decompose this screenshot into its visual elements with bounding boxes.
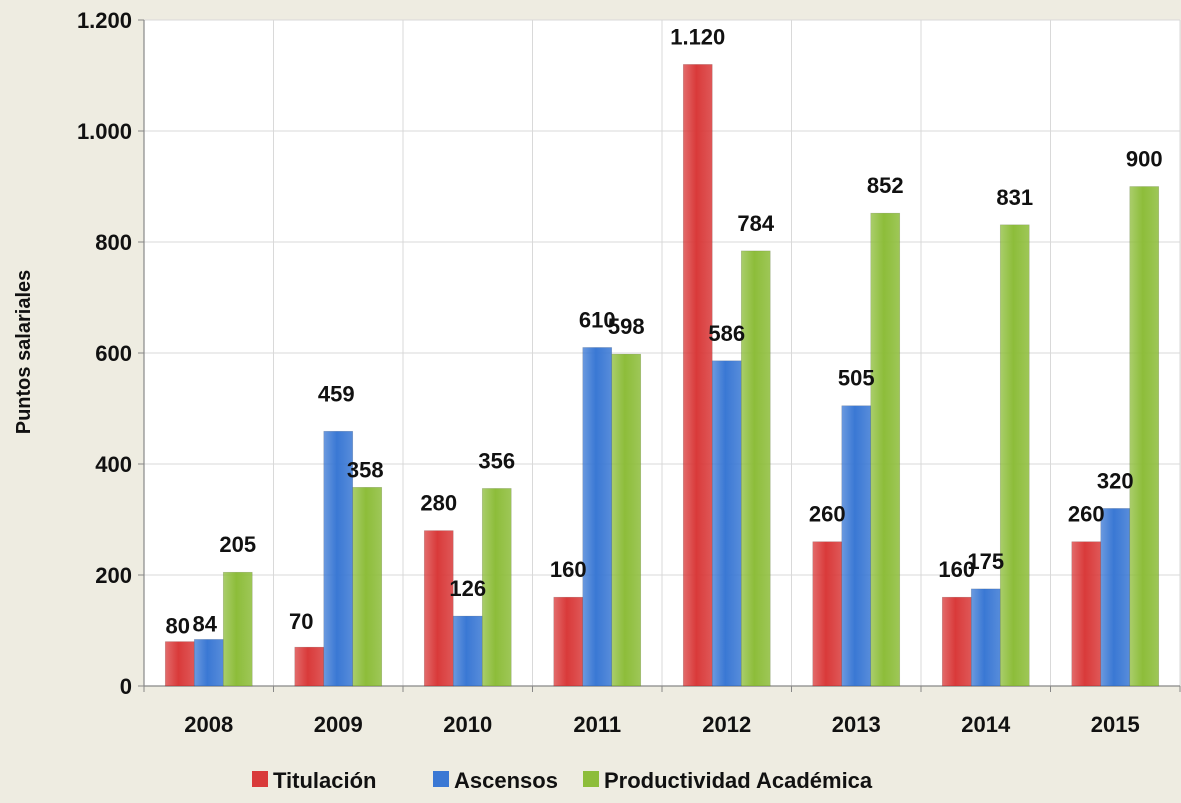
y-tick-label: 1.000 <box>77 119 132 144</box>
axes: 0 200 400 600 800 1.000 1.200 2008 2009 2010 2011 2… <box>77 8 1181 737</box>
data-label: 84 <box>193 611 218 636</box>
y-tick-label: 800 <box>95 230 132 255</box>
data-label: 610 <box>579 307 616 332</box>
bar-titulaci-n-2012 <box>682 64 713 687</box>
x-tick-label: 2014 <box>961 712 1011 737</box>
bar-titulaci-n-2010 <box>423 530 454 687</box>
data-label: 160 <box>938 557 975 582</box>
bar-ascensos-2008 <box>193 639 224 687</box>
legend-label: Productividad Académica <box>604 768 873 793</box>
data-label: 358 <box>347 457 384 482</box>
data-label: 459 <box>318 381 355 406</box>
bar-productividad-acad-mica-2008 <box>222 571 253 687</box>
data-label: 784 <box>737 211 774 236</box>
bar-titulaci-n-2008 <box>164 641 195 687</box>
bar-titulaci-n-2011 <box>553 596 584 687</box>
bar-ascensos-2010 <box>452 615 483 687</box>
data-label: 900 <box>1126 147 1163 172</box>
legend-swatch <box>252 771 268 787</box>
data-label: 175 <box>967 549 1004 574</box>
legend-swatch <box>433 771 449 787</box>
data-label: 80 <box>166 614 190 639</box>
bar-productividad-acad-mica-2009 <box>352 487 383 687</box>
bar-productividad-acad-mica-2011 <box>611 353 642 687</box>
x-tick-label: 2011 <box>573 712 621 737</box>
bar-titulaci-n-2013 <box>812 541 843 687</box>
data-labels: 80 70 280 160 1.120 260 160 260 84 459 126 610 586 50… <box>166 24 1163 638</box>
data-label: 205 <box>219 532 256 557</box>
bar-productividad-acad-mica-2013 <box>870 212 901 687</box>
bar-productividad-acad-mica-2012 <box>740 250 771 687</box>
y-tick-label: 0 <box>120 674 132 699</box>
bar-ascensos-2015 <box>1100 508 1131 687</box>
data-label: 260 <box>1068 502 1105 527</box>
data-label: 1.120 <box>670 24 725 49</box>
bar-productividad-acad-mica-2010 <box>481 488 512 687</box>
data-label: 320 <box>1097 468 1134 493</box>
bar-ascensos-2013 <box>841 405 872 687</box>
bars <box>164 64 1160 687</box>
data-label: 852 <box>867 173 904 198</box>
data-label: 598 <box>608 314 645 339</box>
x-tick-label: 2015 <box>1091 712 1140 737</box>
legend-label: Ascensos <box>454 768 558 793</box>
x-tick-label: 2008 <box>184 712 233 737</box>
bar-productividad-acad-mica-2014 <box>999 224 1030 687</box>
bar-ascensos-2012 <box>711 360 742 687</box>
y-tick-label: 400 <box>95 452 132 477</box>
x-tick-label: 2009 <box>314 712 363 737</box>
bar-ascensos-2011 <box>582 347 613 687</box>
bar-ascensos-2014 <box>970 588 1001 687</box>
data-label: 831 <box>996 185 1033 210</box>
legend: Titulación Ascensos Productividad Académic… <box>252 768 873 793</box>
y-tick-label: 600 <box>95 341 132 366</box>
y-tick-label: 1.200 <box>77 8 132 33</box>
bar-titulaci-n-2015 <box>1071 541 1102 687</box>
data-label: 505 <box>838 366 875 391</box>
bar-ascensos-2009 <box>323 430 354 687</box>
x-tick-label: 2010 <box>443 712 492 737</box>
data-label: 70 <box>289 609 313 634</box>
data-label: 356 <box>478 448 515 473</box>
data-label: 260 <box>809 502 846 527</box>
x-tick-label: 2012 <box>702 712 751 737</box>
data-label: 126 <box>449 576 486 601</box>
x-tick-label: 2013 <box>832 712 881 737</box>
y-axis-title: Puntos salariales <box>13 270 35 435</box>
bar-titulaci-n-2014 <box>941 596 972 687</box>
legend-swatch <box>583 771 599 787</box>
legend-label: Titulación <box>273 768 377 793</box>
bar-productividad-acad-mica-2015 <box>1129 186 1160 687</box>
bar-titulaci-n-2009 <box>294 646 325 687</box>
y-tick-label: 200 <box>95 563 132 588</box>
data-label: 160 <box>550 557 587 582</box>
data-label: 280 <box>420 491 457 516</box>
data-label: 586 <box>708 321 745 346</box>
